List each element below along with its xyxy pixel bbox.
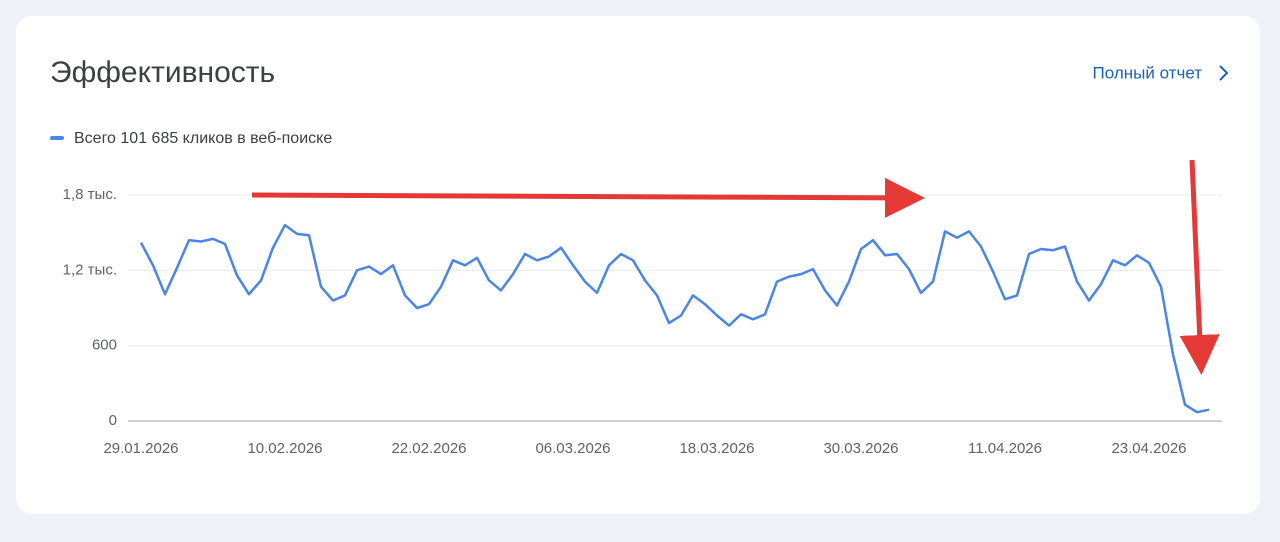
legend-label: Всего 101 685 кликов в веб-поиске <box>74 130 332 147</box>
series-line <box>139 223 1210 414</box>
card <box>16 16 1260 514</box>
y-tick-label: 1,2 тыс. <box>63 261 117 278</box>
legend-swatch <box>50 136 64 140</box>
x-tick-label: 10.02.2026 <box>247 440 322 457</box>
x-tick-label: 29.01.2026 <box>103 440 178 457</box>
x-tick-label: 18.03.2026 <box>679 440 754 457</box>
x-tick-label: 11.04.2026 <box>968 440 1042 457</box>
x-tick-label: 23.04.2026 <box>1111 440 1186 457</box>
annotation-arrow <box>251 177 925 218</box>
x-tick-label: 06.03.2026 <box>535 440 610 457</box>
y-tick-label: 1,8 тыс. <box>63 186 117 203</box>
y-tick-label: 600 <box>92 337 117 354</box>
chart-title: Эффективность <box>50 56 275 89</box>
chevron[interactable] <box>1219 65 1229 81</box>
annotation-arrow <box>1179 159 1220 375</box>
plot: 0 600 1,2 тыс. 1,8 тыс. 29.01.2026 10.02.2026… <box>50 130 1222 457</box>
full-report-link[interactable]: Полный отчет <box>1093 63 1203 82</box>
x-tick-label: 30.03.2026 <box>823 440 898 457</box>
x-tick-label: 22.02.2026 <box>391 440 466 457</box>
y-tick-label: 0 <box>109 412 117 429</box>
